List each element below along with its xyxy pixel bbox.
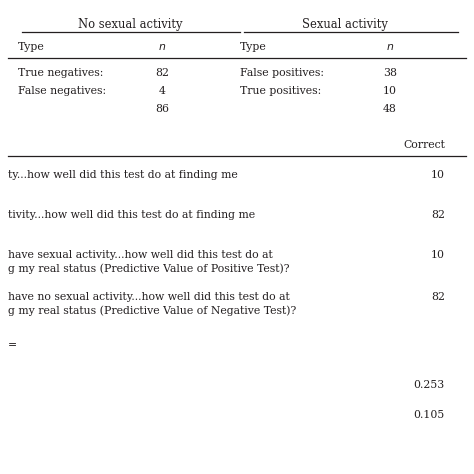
Text: 82: 82 [431,292,445,302]
Text: =: = [8,340,17,350]
Text: 86: 86 [155,104,169,114]
Text: False negatives:: False negatives: [18,86,106,96]
Text: 38: 38 [383,68,397,78]
Text: 48: 48 [383,104,397,114]
Text: Type: Type [240,42,267,52]
Text: True negatives:: True negatives: [18,68,103,78]
Text: 0.253: 0.253 [414,380,445,390]
Text: $n$: $n$ [158,42,166,52]
Text: have sexual activity...how well did this test do at
g my real status (Predictive: have sexual activity...how well did this… [8,250,290,274]
Text: Correct: Correct [403,140,445,150]
Text: ty...how well did this test do at finding me: ty...how well did this test do at findin… [8,170,238,180]
Text: 10: 10 [383,86,397,96]
Text: False positives:: False positives: [240,68,324,78]
Text: Sexual activity: Sexual activity [302,18,388,31]
Text: No sexual activity: No sexual activity [78,18,182,31]
Text: 10: 10 [431,250,445,260]
Text: $n$: $n$ [386,42,394,52]
Text: have no sexual activity...how well did this test do at
g my real status (Predict: have no sexual activity...how well did t… [8,292,296,316]
Text: 82: 82 [431,210,445,220]
Text: tivity...how well did this test do at finding me: tivity...how well did this test do at fi… [8,210,255,220]
Text: 0.105: 0.105 [414,410,445,420]
Text: 10: 10 [431,170,445,180]
Text: True positives:: True positives: [240,86,321,96]
Text: 82: 82 [155,68,169,78]
Text: 4: 4 [159,86,165,96]
Text: Type: Type [18,42,45,52]
